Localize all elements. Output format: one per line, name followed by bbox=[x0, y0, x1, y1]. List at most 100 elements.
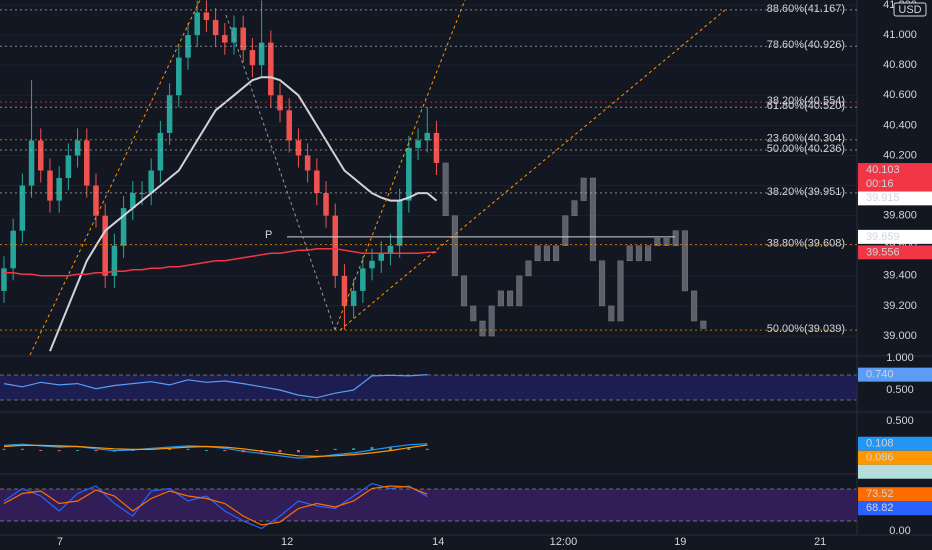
moving-average bbox=[4, 248, 437, 277]
histogram-bar bbox=[333, 448, 337, 450]
projection-bar bbox=[451, 215, 458, 277]
histogram-bar bbox=[76, 449, 80, 451]
projection-bar bbox=[442, 162, 449, 216]
candle-body bbox=[249, 50, 256, 66]
countdown-tag bbox=[858, 177, 932, 192]
candle-body bbox=[231, 27, 237, 43]
y-tick-label: 0.500 bbox=[886, 384, 914, 396]
candle-body bbox=[406, 147, 412, 201]
candle-body bbox=[120, 208, 127, 246]
x-tick-label: 19 bbox=[674, 536, 686, 548]
indicator-line bbox=[3, 374, 428, 399]
candle-body bbox=[378, 253, 385, 261]
price-tag bbox=[858, 501, 932, 516]
histogram-bar bbox=[94, 449, 98, 452]
fib-label: 23.60%(40.304) bbox=[767, 133, 845, 145]
price-tag-label: 0.740 bbox=[866, 369, 894, 381]
fib-label: 38.80%(39.608) bbox=[767, 237, 845, 249]
price-tag-label: 0.108 bbox=[866, 438, 894, 450]
candle-body bbox=[139, 193, 145, 195]
candle-body bbox=[111, 245, 118, 276]
currency-box[interactable] bbox=[893, 2, 927, 17]
price-tag bbox=[858, 245, 932, 260]
projection-bar bbox=[507, 290, 514, 307]
candle-body bbox=[314, 170, 320, 194]
fib-label: 88.60%(41.167) bbox=[767, 3, 845, 15]
projection-bar bbox=[488, 305, 495, 337]
indicator-line bbox=[3, 482, 428, 530]
candle-body bbox=[157, 132, 164, 171]
histogram-bar bbox=[352, 448, 356, 450]
fib-label: 38.20%(40.554) bbox=[767, 95, 845, 107]
price-tag-label: 68.82 bbox=[866, 502, 894, 514]
histogram-bar bbox=[223, 449, 227, 452]
candle-body bbox=[1, 268, 7, 291]
histogram-bar bbox=[315, 449, 319, 451]
y-tick-label: 40.800 bbox=[883, 59, 917, 71]
projection-bar bbox=[497, 290, 504, 307]
candle-body bbox=[19, 185, 26, 231]
indicator-line bbox=[3, 444, 428, 458]
price-tag bbox=[858, 464, 932, 479]
histogram-bar bbox=[388, 446, 392, 450]
y-tick-label: 41.000 bbox=[883, 29, 917, 41]
candle-body bbox=[10, 230, 16, 269]
projection-bar bbox=[571, 200, 578, 216]
indicator-line bbox=[3, 485, 428, 526]
x-tick-label: 7 bbox=[57, 536, 63, 548]
candle-body bbox=[369, 260, 375, 269]
price-tag-label: 39.915 bbox=[866, 192, 900, 204]
projection-bar bbox=[470, 305, 477, 322]
pivot-label: P bbox=[265, 229, 272, 241]
price-tag bbox=[858, 450, 932, 465]
histogram-bar bbox=[39, 449, 43, 451]
trend-line bbox=[334, 0, 466, 331]
candle-body bbox=[222, 35, 228, 43]
candle-body bbox=[240, 27, 246, 51]
histogram-bar bbox=[204, 449, 208, 451]
fib-label: 50.00%(39.039) bbox=[767, 323, 845, 335]
y-tick-label: 39.400 bbox=[883, 270, 917, 282]
fib-label: 50.00%(40.236) bbox=[767, 143, 845, 155]
histogram-bar bbox=[370, 447, 374, 450]
candle-body bbox=[47, 170, 53, 201]
projection-bar bbox=[516, 275, 523, 307]
projection-bar bbox=[691, 290, 698, 322]
projection-bar bbox=[663, 237, 670, 246]
candle-body bbox=[277, 95, 283, 111]
projection-bar bbox=[645, 245, 652, 262]
projection-bar bbox=[617, 260, 624, 322]
candle-body bbox=[268, 42, 274, 96]
price-tag bbox=[858, 229, 932, 244]
currency: USD bbox=[898, 4, 921, 16]
rsi-band bbox=[0, 375, 857, 400]
price-tag-label: 40.103 bbox=[866, 164, 900, 176]
projection-bar bbox=[525, 260, 532, 277]
y-tick-label: 1.000 bbox=[886, 352, 914, 364]
candle-body bbox=[28, 140, 35, 186]
candle-body bbox=[323, 193, 329, 216]
price-tag bbox=[858, 191, 932, 206]
x-tick-label: 14 bbox=[432, 536, 444, 548]
price-tag bbox=[858, 487, 932, 502]
x-tick-label: 12 bbox=[281, 536, 293, 548]
candle-body bbox=[350, 290, 357, 306]
price-tag bbox=[858, 436, 932, 451]
candle-body bbox=[56, 178, 62, 201]
y-tick-label: 40.200 bbox=[883, 149, 917, 161]
y-tick-label: 40.400 bbox=[883, 119, 917, 131]
histogram-bar bbox=[57, 449, 61, 452]
trend-line bbox=[225, 14, 336, 331]
projection-bar bbox=[700, 320, 707, 329]
candle-body bbox=[130, 193, 136, 209]
projection-bar bbox=[626, 245, 633, 262]
histogram-bar bbox=[296, 449, 300, 453]
candle-body bbox=[360, 268, 366, 291]
candle-body bbox=[194, 12, 200, 36]
price-tag-label: 73.52 bbox=[866, 488, 894, 500]
candle-body bbox=[286, 110, 292, 141]
histogram-bar bbox=[2, 448, 6, 450]
price-tag-label: 0.086 bbox=[866, 452, 894, 464]
projection-bar bbox=[608, 305, 615, 322]
